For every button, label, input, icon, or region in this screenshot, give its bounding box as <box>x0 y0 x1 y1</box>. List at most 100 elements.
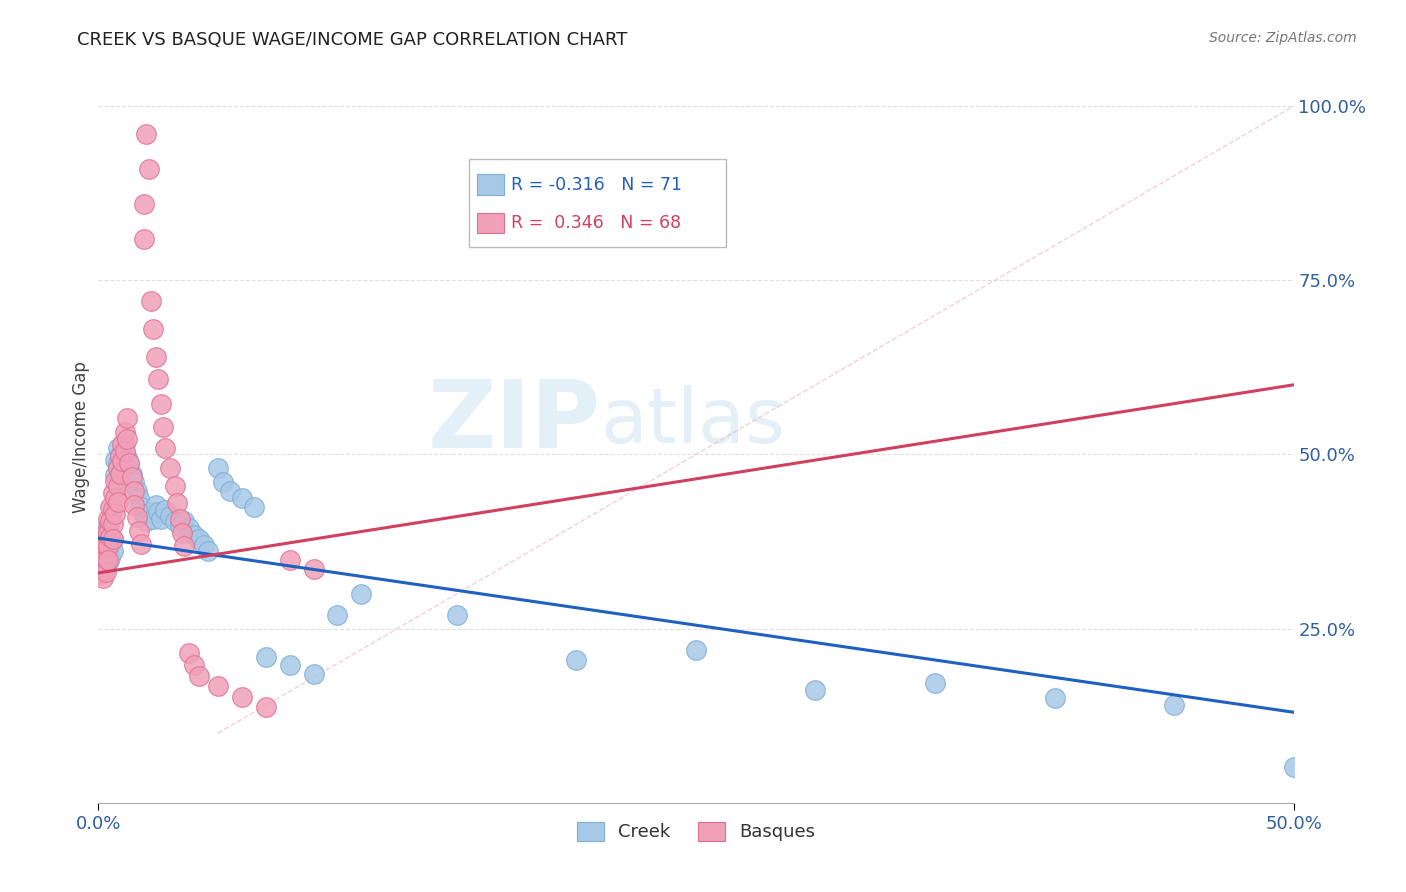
Point <box>124 498 146 512</box>
Point <box>108 449 131 463</box>
Point <box>94 565 117 579</box>
Point <box>924 676 946 690</box>
Point <box>128 491 150 505</box>
Point <box>1282 759 1305 773</box>
Point <box>115 411 138 425</box>
Point <box>91 545 114 559</box>
Point <box>124 483 146 498</box>
Point <box>101 543 124 558</box>
Point <box>207 679 229 693</box>
Point <box>135 127 157 141</box>
Point <box>97 540 120 554</box>
Point <box>350 587 373 601</box>
Point <box>91 572 114 586</box>
Point <box>173 514 195 528</box>
Point <box>278 553 301 567</box>
Text: Source: ZipAtlas.com: Source: ZipAtlas.com <box>1209 31 1357 45</box>
Point <box>131 500 153 514</box>
Point <box>91 538 114 552</box>
Point <box>97 556 120 570</box>
Point <box>155 503 177 517</box>
Legend: Creek, Basques: Creek, Basques <box>569 814 823 848</box>
Point <box>121 467 143 481</box>
Point <box>94 541 117 556</box>
Point <box>98 540 122 554</box>
Point <box>121 470 143 484</box>
Point <box>97 511 120 525</box>
Point <box>91 549 114 563</box>
Point <box>115 432 138 446</box>
Point <box>107 441 129 455</box>
Point <box>98 527 122 541</box>
Y-axis label: Wage/Income Gap: Wage/Income Gap <box>72 361 90 513</box>
Point <box>187 669 209 683</box>
FancyBboxPatch shape <box>477 175 503 195</box>
Point <box>219 483 242 498</box>
Point <box>101 501 124 516</box>
Point <box>108 449 131 463</box>
Point <box>159 508 181 523</box>
Point <box>254 699 277 714</box>
Point <box>231 491 253 505</box>
Point <box>91 552 114 566</box>
Point <box>132 196 155 211</box>
Point <box>155 441 177 455</box>
Point <box>90 534 112 549</box>
Point <box>278 657 301 672</box>
Point <box>107 461 129 475</box>
Point <box>142 511 165 525</box>
Point <box>302 562 325 576</box>
Point <box>193 538 215 552</box>
Point <box>97 534 120 549</box>
Point <box>179 646 201 660</box>
Point <box>97 545 120 559</box>
Point <box>90 558 112 572</box>
Point <box>148 372 170 386</box>
Point <box>107 479 129 493</box>
Point <box>152 419 174 434</box>
Point <box>114 444 136 458</box>
Point <box>90 567 112 582</box>
Point <box>125 483 148 498</box>
Point <box>90 556 112 570</box>
Point <box>138 161 160 176</box>
Point <box>97 521 120 535</box>
Point <box>114 425 136 440</box>
Point <box>91 560 114 574</box>
Point <box>148 505 170 519</box>
Text: CREEK VS BASQUE WAGE/INCOME GAP CORRELATION CHART: CREEK VS BASQUE WAGE/INCOME GAP CORRELAT… <box>77 31 627 49</box>
Point <box>159 461 181 475</box>
Point <box>302 667 325 681</box>
Point <box>111 437 134 451</box>
Point <box>145 350 167 364</box>
Point <box>142 322 165 336</box>
Point <box>97 525 120 540</box>
Point <box>804 682 827 697</box>
Point <box>132 507 155 521</box>
Point <box>97 553 120 567</box>
Point <box>163 479 186 493</box>
Point <box>91 536 114 550</box>
Point <box>90 549 112 563</box>
Point <box>135 514 157 528</box>
Point <box>101 533 124 547</box>
Point <box>187 533 209 547</box>
Point <box>1163 698 1185 713</box>
Point <box>118 456 141 470</box>
Point <box>173 540 195 554</box>
Point <box>172 525 194 540</box>
Point <box>124 475 146 490</box>
Point <box>107 495 129 509</box>
Text: ZIP: ZIP <box>427 376 600 468</box>
Point <box>166 496 188 510</box>
Point <box>163 514 186 528</box>
Point <box>132 231 155 245</box>
Point <box>108 467 131 481</box>
Point <box>145 498 167 512</box>
Point <box>98 550 122 565</box>
Point <box>108 467 131 481</box>
Point <box>231 690 253 704</box>
Point <box>685 642 707 657</box>
Point <box>111 454 134 468</box>
Point <box>446 607 468 622</box>
